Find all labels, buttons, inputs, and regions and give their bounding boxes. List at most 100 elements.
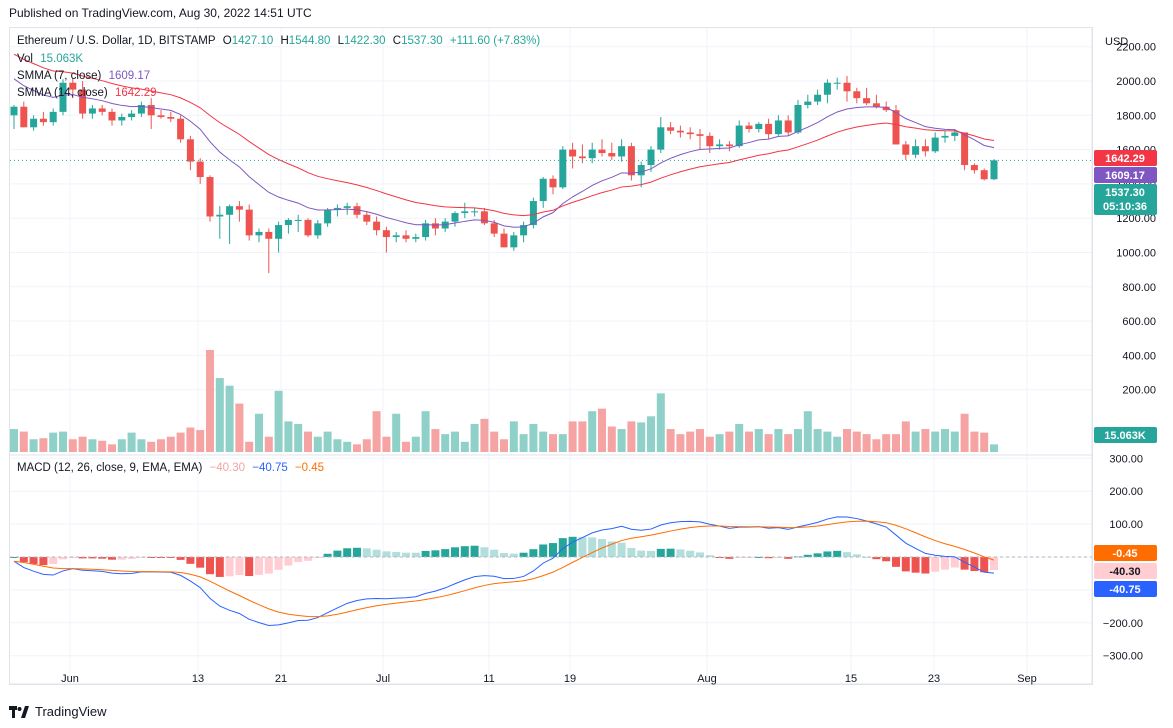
macd-histogram-bar	[578, 537, 587, 557]
macd-histogram-bar	[294, 557, 303, 563]
macd-histogram-bar	[235, 557, 244, 575]
candle-body	[784, 120, 792, 133]
volume-legend[interactable]: Vol 15.063K	[17, 53, 87, 65]
macd-histogram-bar	[970, 557, 979, 572]
volume-bar	[715, 434, 724, 452]
macd-histogram-bar	[509, 553, 518, 557]
macd-histogram-bar	[823, 551, 832, 557]
candle-body	[598, 149, 606, 154]
volume-bar	[862, 434, 871, 452]
candle-body	[951, 132, 959, 136]
smma7-line	[13, 78, 995, 228]
candle-body	[431, 223, 439, 229]
candle-body	[373, 221, 381, 231]
volume-bar	[960, 413, 969, 452]
macd-histogram-bar	[480, 547, 489, 557]
open-value: 1427.10	[231, 35, 274, 47]
volume-bar	[696, 429, 704, 452]
macd-legend[interactable]: MACD (12, 26, close, 9, EMA, EMA) −40.30…	[17, 462, 328, 474]
smma14-legend[interactable]: SMMA (14, close) 1642.29	[17, 87, 161, 99]
candle-body	[765, 123, 773, 135]
candle-body	[843, 82, 851, 92]
candle-body	[333, 207, 341, 210]
candle-body	[892, 110, 900, 145]
macd-axis-tick: 200.00	[1109, 486, 1143, 498]
macd-line	[13, 516, 995, 626]
macd-histogram-bar	[637, 550, 646, 557]
volume-bar	[68, 439, 77, 452]
macd-histogram-bar	[696, 552, 704, 557]
candle-body	[833, 82, 841, 84]
volume-bar	[519, 434, 528, 452]
volume-bar	[421, 411, 430, 452]
smma7-label: SMMA (7, close)	[17, 70, 102, 82]
candle-body	[177, 118, 185, 140]
volume-bar	[98, 440, 107, 452]
change-value: +111.60 (+7.83%)	[449, 35, 541, 47]
macd-histogram-bar	[304, 557, 312, 561]
price-axis-tick: 2200.00	[1116, 42, 1156, 54]
macd-histogram-bar	[803, 554, 812, 557]
macd-histogram-bar	[274, 557, 283, 570]
macd-histogram-bar	[88, 557, 97, 559]
volume-bar	[304, 431, 312, 452]
macd-hist-tag: -40.30	[1109, 566, 1140, 578]
volume-bar	[892, 434, 900, 452]
time-axis-tick: Jun	[61, 673, 79, 685]
candle-body	[569, 149, 577, 157]
macd-histogram-bar	[519, 552, 528, 557]
candle-body	[510, 235, 518, 248]
macd-signal-line	[13, 520, 995, 618]
smma7-legend[interactable]: SMMA (7, close) 1609.17	[17, 70, 154, 82]
macd-histogram-bar	[264, 557, 273, 574]
candle-body	[549, 178, 557, 188]
volume-bar	[470, 423, 479, 452]
macd-histogram-bar	[460, 546, 469, 557]
volume-bar	[392, 413, 401, 452]
symbol-legend: Ethereum / U.S. Dollar, 1D, BITSTAMP O14…	[17, 35, 544, 47]
macd-histogram-bar	[705, 555, 714, 557]
volume-bar	[754, 429, 763, 452]
volume-bar	[921, 429, 930, 452]
candle-body	[206, 177, 214, 217]
macd-histogram-bar	[10, 557, 18, 558]
macd-hist-value: −40.30	[209, 462, 246, 474]
macd-histogram-bar	[470, 545, 479, 557]
candle-body	[970, 165, 978, 171]
tradingview-footer[interactable]: TradingView	[9, 704, 107, 719]
volume-bar	[764, 434, 773, 452]
macd-histogram-bar	[323, 553, 332, 557]
volume-bar	[656, 393, 665, 452]
candle-body	[774, 120, 782, 135]
candle-body	[128, 113, 136, 118]
volume-tag-bg	[1094, 427, 1157, 443]
candle-body	[676, 130, 684, 133]
volume-bar	[402, 441, 410, 452]
volume-bar	[735, 423, 744, 452]
macd-histogram-bar	[382, 551, 391, 557]
macd-line-value: −40.75	[252, 462, 288, 474]
macd-axis-tick: −300.00	[1103, 651, 1143, 663]
smma14-line	[13, 53, 995, 217]
macd-histogram-bar	[284, 557, 293, 566]
price-axis-tick: 800.00	[1122, 282, 1156, 294]
volume-bar	[176, 432, 185, 452]
candle-body	[578, 156, 586, 159]
macd-histogram-bar	[754, 556, 763, 558]
candle-body	[725, 144, 733, 147]
macd-histogram-bar	[901, 557, 910, 572]
volume-bar	[500, 439, 508, 452]
volume-bar	[990, 444, 998, 452]
candle-body	[912, 146, 920, 155]
candle-body	[147, 105, 155, 116]
smma14-value: 1642.29	[114, 87, 157, 99]
macd-histogram-bar	[49, 557, 58, 565]
volume-bar	[382, 436, 391, 452]
symbol-title[interactable]: Ethereum / U.S. Dollar, 1D, BITSTAMP	[17, 35, 216, 47]
macd-histogram-bar	[843, 552, 851, 557]
volume-bar	[323, 431, 332, 452]
macd-histogram-bar	[78, 557, 87, 559]
price-axis-tick: 200.00	[1122, 385, 1156, 397]
volume-bar	[78, 436, 87, 452]
